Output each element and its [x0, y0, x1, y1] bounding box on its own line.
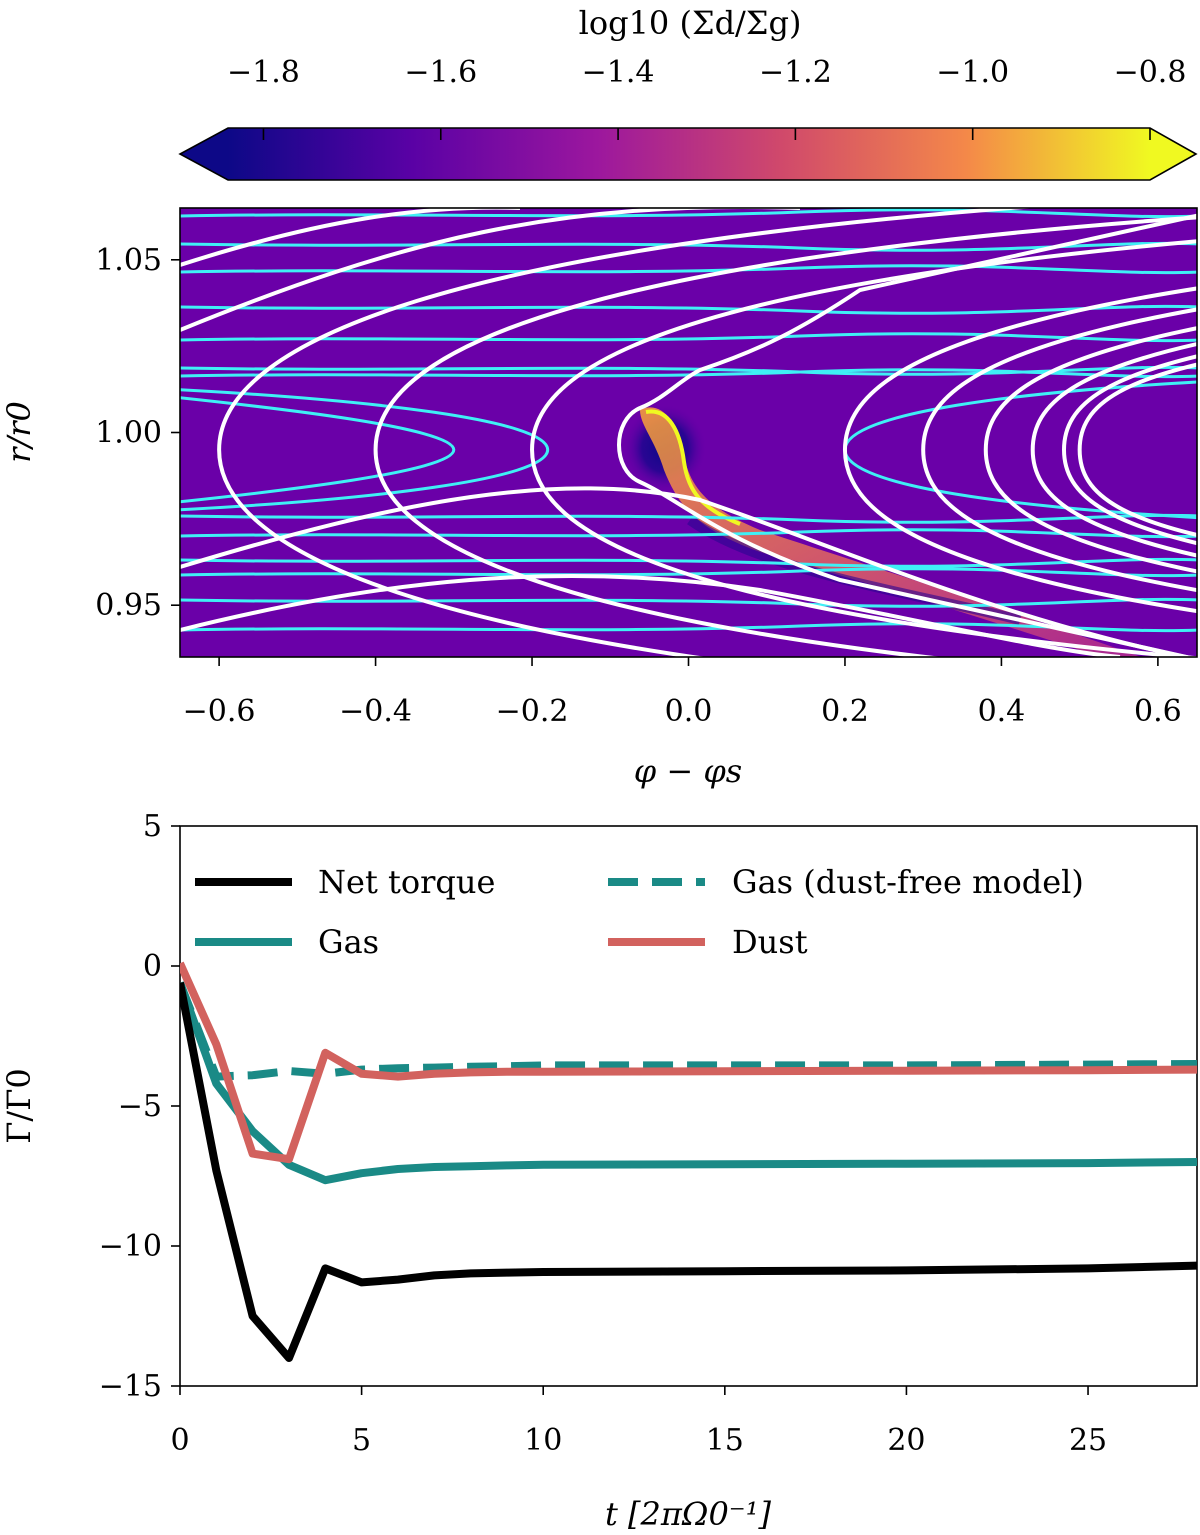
map-x-tick-label: 0.2	[821, 694, 869, 729]
map-x-tick-label: −0.4	[339, 694, 412, 729]
gas-horseshoe	[180, 388, 550, 512]
series-line-net-torque	[180, 982, 1197, 1362]
dust-tail	[640, 407, 1142, 657]
colorbar-tick-label: −1.2	[759, 55, 832, 90]
gas-streamline	[180, 368, 1197, 379]
dust-contour	[1062, 354, 1197, 546]
torque-y-ticks: 5 0 −5 −10 −15	[99, 809, 180, 1404]
gas-streamline	[180, 365, 1197, 376]
torque-y-tick-label: −10	[99, 1229, 162, 1264]
map-panel: −0.6 −0.4 −0.2 0.0 0.2 0.4 0.6 0.95 1.00 1.05 φ …	[0, 207, 1198, 790]
gas-streamline	[180, 241, 1197, 252]
torque-x-ticks: 0 5 10 15 20 25	[170, 1386, 1107, 1458]
torque-series	[180, 961, 1197, 1362]
colorbar-tick-label: −1.0	[936, 55, 1009, 90]
gas-streamline	[180, 208, 1197, 219]
dust-contour	[217, 208, 1038, 657]
colorbar-ticks: −1.8 −1.6 −1.4 −1.2 −1.0 −0.8	[227, 55, 1186, 140]
map-x-tick-label: 0.0	[665, 694, 713, 729]
legend: Net torque Gas Gas (dust-free model) Dus…	[195, 863, 1084, 961]
map-y-ticks: 0.95 1.00 1.05	[95, 243, 180, 623]
map-x-ticks: −0.6 −0.4 −0.2 0.0 0.2 0.4 0.6	[183, 657, 1182, 729]
series-line-gas	[180, 981, 1197, 1185]
legend-label-dust: Dust	[732, 923, 808, 961]
map-y-tick-label: 1.05	[95, 243, 162, 278]
gas-streamline	[180, 557, 1197, 568]
torque-x-tick-label: 10	[524, 1423, 562, 1458]
torque-x-tick-label: 0	[170, 1423, 189, 1458]
torque-x-label: t [2πΩ0⁻¹]	[605, 1495, 772, 1533]
colorbar-bar	[228, 128, 1150, 180]
dust-contour-outer	[180, 573, 1121, 657]
colorbar-tick-label: −1.8	[227, 55, 300, 90]
gas-streamline	[180, 332, 1197, 343]
gas-streamline	[180, 264, 1197, 275]
torque-frame	[179, 825, 1198, 1387]
colorbar-tick-label: −1.6	[404, 55, 477, 90]
colorbar-extend-high	[1150, 128, 1196, 180]
gas-horseshoe	[180, 396, 456, 504]
map-y-tick-label: 0.95	[95, 588, 162, 623]
torque-y-tick-label: 0	[143, 949, 162, 984]
torque-y-tick-label: −15	[99, 1369, 162, 1404]
gas-streamline	[180, 622, 1197, 633]
map-x-tick-label: 0.4	[978, 694, 1026, 729]
dust-contour-outer	[180, 208, 800, 332]
gas-streamlines	[180, 208, 1197, 633]
dust-contour	[373, 215, 1197, 657]
series-line-gas-dust-free-model	[180, 981, 1197, 1081]
map-x-label: φ − φs	[634, 752, 742, 790]
dust-contour-inner	[617, 213, 1197, 657]
colorbar-tick-label: −1.4	[582, 55, 655, 90]
torque-x-tick-label: 15	[706, 1423, 744, 1458]
dust-ridge	[645, 409, 741, 526]
map-y-tick-label: 1.00	[95, 416, 162, 451]
dust-contour	[983, 326, 1197, 574]
dust-contour-outer	[180, 486, 1196, 657]
map-y-label: r/r0	[0, 401, 38, 463]
torque-y-tick-label: −5	[118, 1089, 162, 1124]
map-x-tick-label: −0.6	[183, 694, 256, 729]
torque-y-tick-label: 5	[143, 809, 162, 844]
series-line-dust	[180, 961, 1197, 1164]
gas-streamline	[180, 567, 1197, 578]
dust-contour	[921, 307, 1197, 593]
colorbar-label: log10 (Σd/Σg)	[579, 4, 802, 42]
gas-streamline	[180, 528, 1197, 539]
torque-x-tick-label: 5	[352, 1423, 371, 1458]
torque-panel: 0 5 10 15 20 25 5 0 −5 −10 −15 t [2πΩ0⁻¹] Γ/Γ0 Ne…	[0, 809, 1198, 1533]
dust-contour	[1030, 341, 1197, 558]
dust-contour	[842, 286, 1197, 614]
legend-label-gas-dust-free: Gas (dust-free model)	[732, 863, 1084, 901]
legend-label-net-torque: Net torque	[318, 863, 495, 901]
torque-x-tick-label: 20	[887, 1423, 925, 1458]
map-x-tick-label: 0.6	[1134, 694, 1182, 729]
torque-x-tick-label: 25	[1069, 1423, 1107, 1458]
legend-label-gas: Gas	[318, 923, 379, 961]
dust-contour-outer	[180, 208, 520, 267]
colorbar: log10 (Σd/Σg) −1.8 −1.6 −1.4 −1.2 −1.0 −0.8	[178, 4, 1198, 181]
torque-y-label: Γ/Γ0	[0, 1068, 38, 1144]
colorbar-extend-low	[180, 128, 228, 180]
gas-streamline	[180, 597, 1197, 608]
map-x-tick-label: −0.2	[496, 694, 569, 729]
dust-contour	[1077, 362, 1197, 538]
colorbar-tick-label: −0.8	[1114, 55, 1187, 90]
dust-contours	[180, 208, 1197, 657]
